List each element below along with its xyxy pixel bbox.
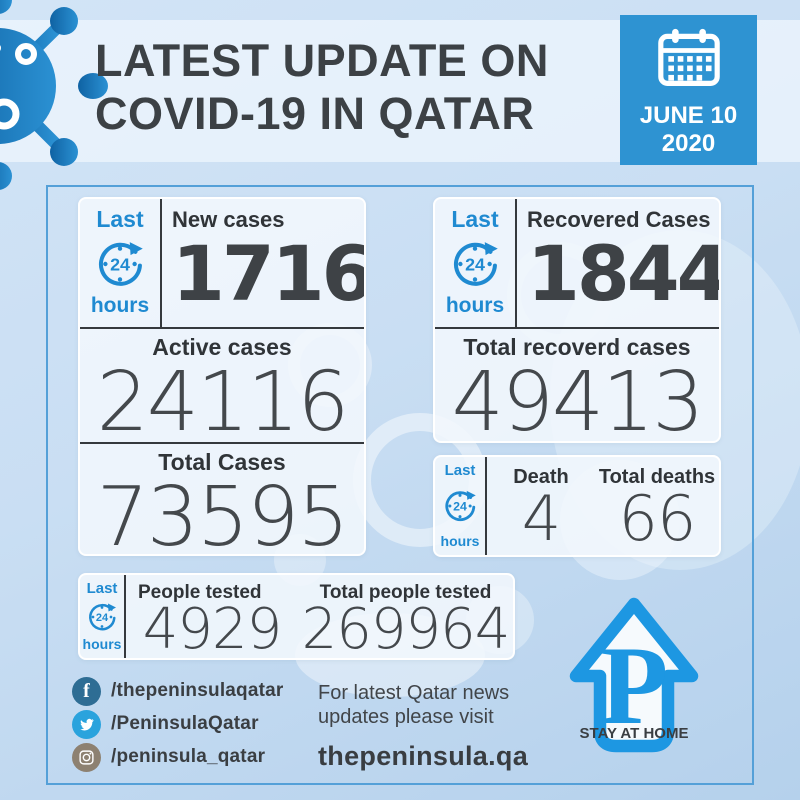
svg-text:24: 24 — [453, 500, 467, 514]
twitter-handle: /PeninsulaQatar — [111, 713, 259, 734]
active-cases-stat: Active cases 24116 — [80, 329, 364, 442]
total-tested-value: 269964 — [301, 597, 511, 658]
hours-label: hours — [440, 533, 480, 549]
total-cases-stat: Total Cases 73595 — [80, 444, 364, 554]
total-deaths-stat: Total deaths 66 — [595, 457, 719, 555]
social-row-twitter: /PeninsulaQatar — [72, 709, 284, 739]
new-cases-section: Last 24 hours New cases 1716 — [80, 199, 364, 327]
recovered-cases-value: 1844 — [527, 229, 719, 318]
hours-label: hours — [90, 294, 150, 317]
social-row-instagram: /peninsula_qatar — [72, 742, 284, 772]
clock-24-icon: 24 — [98, 241, 143, 286]
hours-label: hours — [82, 636, 122, 652]
card-tested: Last 24 hours People tested 4929 Total p… — [78, 573, 515, 660]
house-icon — [569, 597, 699, 753]
people-tested-value: 4929 — [142, 597, 283, 658]
facebook-icon: f — [72, 676, 101, 706]
last-24-hours-block: Last 24 hours — [80, 575, 126, 658]
stay-at-home-logo: P STAY AT HOME — [569, 597, 699, 753]
last-label: Last — [96, 206, 144, 232]
instagram-icon — [72, 742, 101, 772]
visit-line1: For latest Qatar news — [318, 682, 510, 704]
new-cases-stat: New cases 1716 — [162, 199, 364, 327]
clock-24-icon: 24 — [445, 490, 476, 522]
total-tested-label: Total people tested — [319, 582, 492, 603]
new-cases-label: New cases — [172, 207, 285, 232]
total-cases-value: 73595 — [96, 470, 350, 555]
visit-line2: updates please visit — [318, 706, 494, 728]
page-title-line1: LATEST UPDATE ON — [95, 35, 549, 86]
svg-text:24: 24 — [465, 254, 485, 274]
clock-24-icon: 24 — [453, 241, 498, 286]
active-cases-label: Active cases — [152, 334, 292, 360]
deaths-label: Death — [513, 466, 569, 488]
deaths-value: 4 — [521, 482, 561, 555]
clock-24-icon: 24 — [89, 603, 116, 630]
total-deaths-value: 66 — [618, 482, 697, 555]
new-cases-value: 1716 — [172, 229, 364, 318]
divider — [80, 327, 364, 329]
last-24-hours-block: Last 24 hours — [435, 457, 487, 555]
last-label: Last — [451, 206, 499, 232]
visit-message: For latest Qatar news updates please vis… — [318, 681, 528, 772]
card-cases: Last 24 hours New cases 1716 Active case… — [78, 197, 366, 556]
hours-label: hours — [445, 294, 505, 317]
total-recovered-value: 49413 — [451, 355, 705, 442]
active-cases-value: 24116 — [96, 355, 350, 443]
total-recovered-stat: Total recoverd cases 49413 — [435, 329, 719, 441]
peninsula-p-logo: P — [600, 624, 668, 748]
total-deaths-label: Total deaths — [598, 466, 716, 488]
total-cases-label: Total Cases — [158, 449, 286, 475]
svg-text:24: 24 — [96, 612, 109, 624]
twitter-icon — [72, 709, 101, 739]
recovered-cases-stat: Recovered Cases 1844 — [517, 199, 719, 327]
page-title: LATEST UPDATE ON COVID-19 IN QATAR — [95, 34, 549, 140]
total-tested-stat: Total people tested 269964 — [298, 575, 513, 658]
last-label: Last — [444, 462, 476, 479]
content-panel-border — [46, 185, 754, 785]
recovered-cases-section: Last 24 hours Recovered Cases 1844 — [435, 199, 719, 327]
facebook-handle: /thepeninsulaqatar — [111, 680, 284, 701]
people-tested-stat: People tested 4929 — [126, 575, 298, 658]
people-tested-label: People tested — [138, 582, 262, 603]
last-label: Last — [86, 580, 118, 597]
social-links: f /thepeninsulaqatar /PeninsulaQatar /pe… — [72, 676, 284, 775]
last-24-hours-block: Last 24 hours — [80, 199, 162, 327]
calendar-icon — [657, 28, 720, 86]
svg-text:24: 24 — [110, 254, 130, 274]
date-box: JUNE 10 2020 — [620, 15, 757, 165]
page-title-line2: COVID-19 IN QATAR — [95, 88, 535, 139]
social-row-facebook: f /thepeninsulaqatar — [72, 676, 284, 706]
instagram-handle: /peninsula_qatar — [111, 746, 266, 767]
divider — [80, 442, 364, 444]
stay-at-home-label: STAY AT HOME — [580, 725, 689, 742]
last-24-hours-block: Last 24 hours — [435, 199, 517, 327]
deaths-stat: Death 4 — [487, 457, 595, 555]
card-recovered: Last 24 hours Recovered Cases 1844 Total… — [433, 197, 721, 443]
recovered-cases-label: Recovered Cases — [527, 207, 711, 232]
virus-icon — [0, 0, 108, 190]
card-deaths: Last 24 hours Death 4 Total deaths 66 — [433, 455, 721, 557]
website-url: thepeninsula.qa — [318, 741, 529, 771]
date-label: JUNE 10 2020 — [639, 102, 738, 157]
